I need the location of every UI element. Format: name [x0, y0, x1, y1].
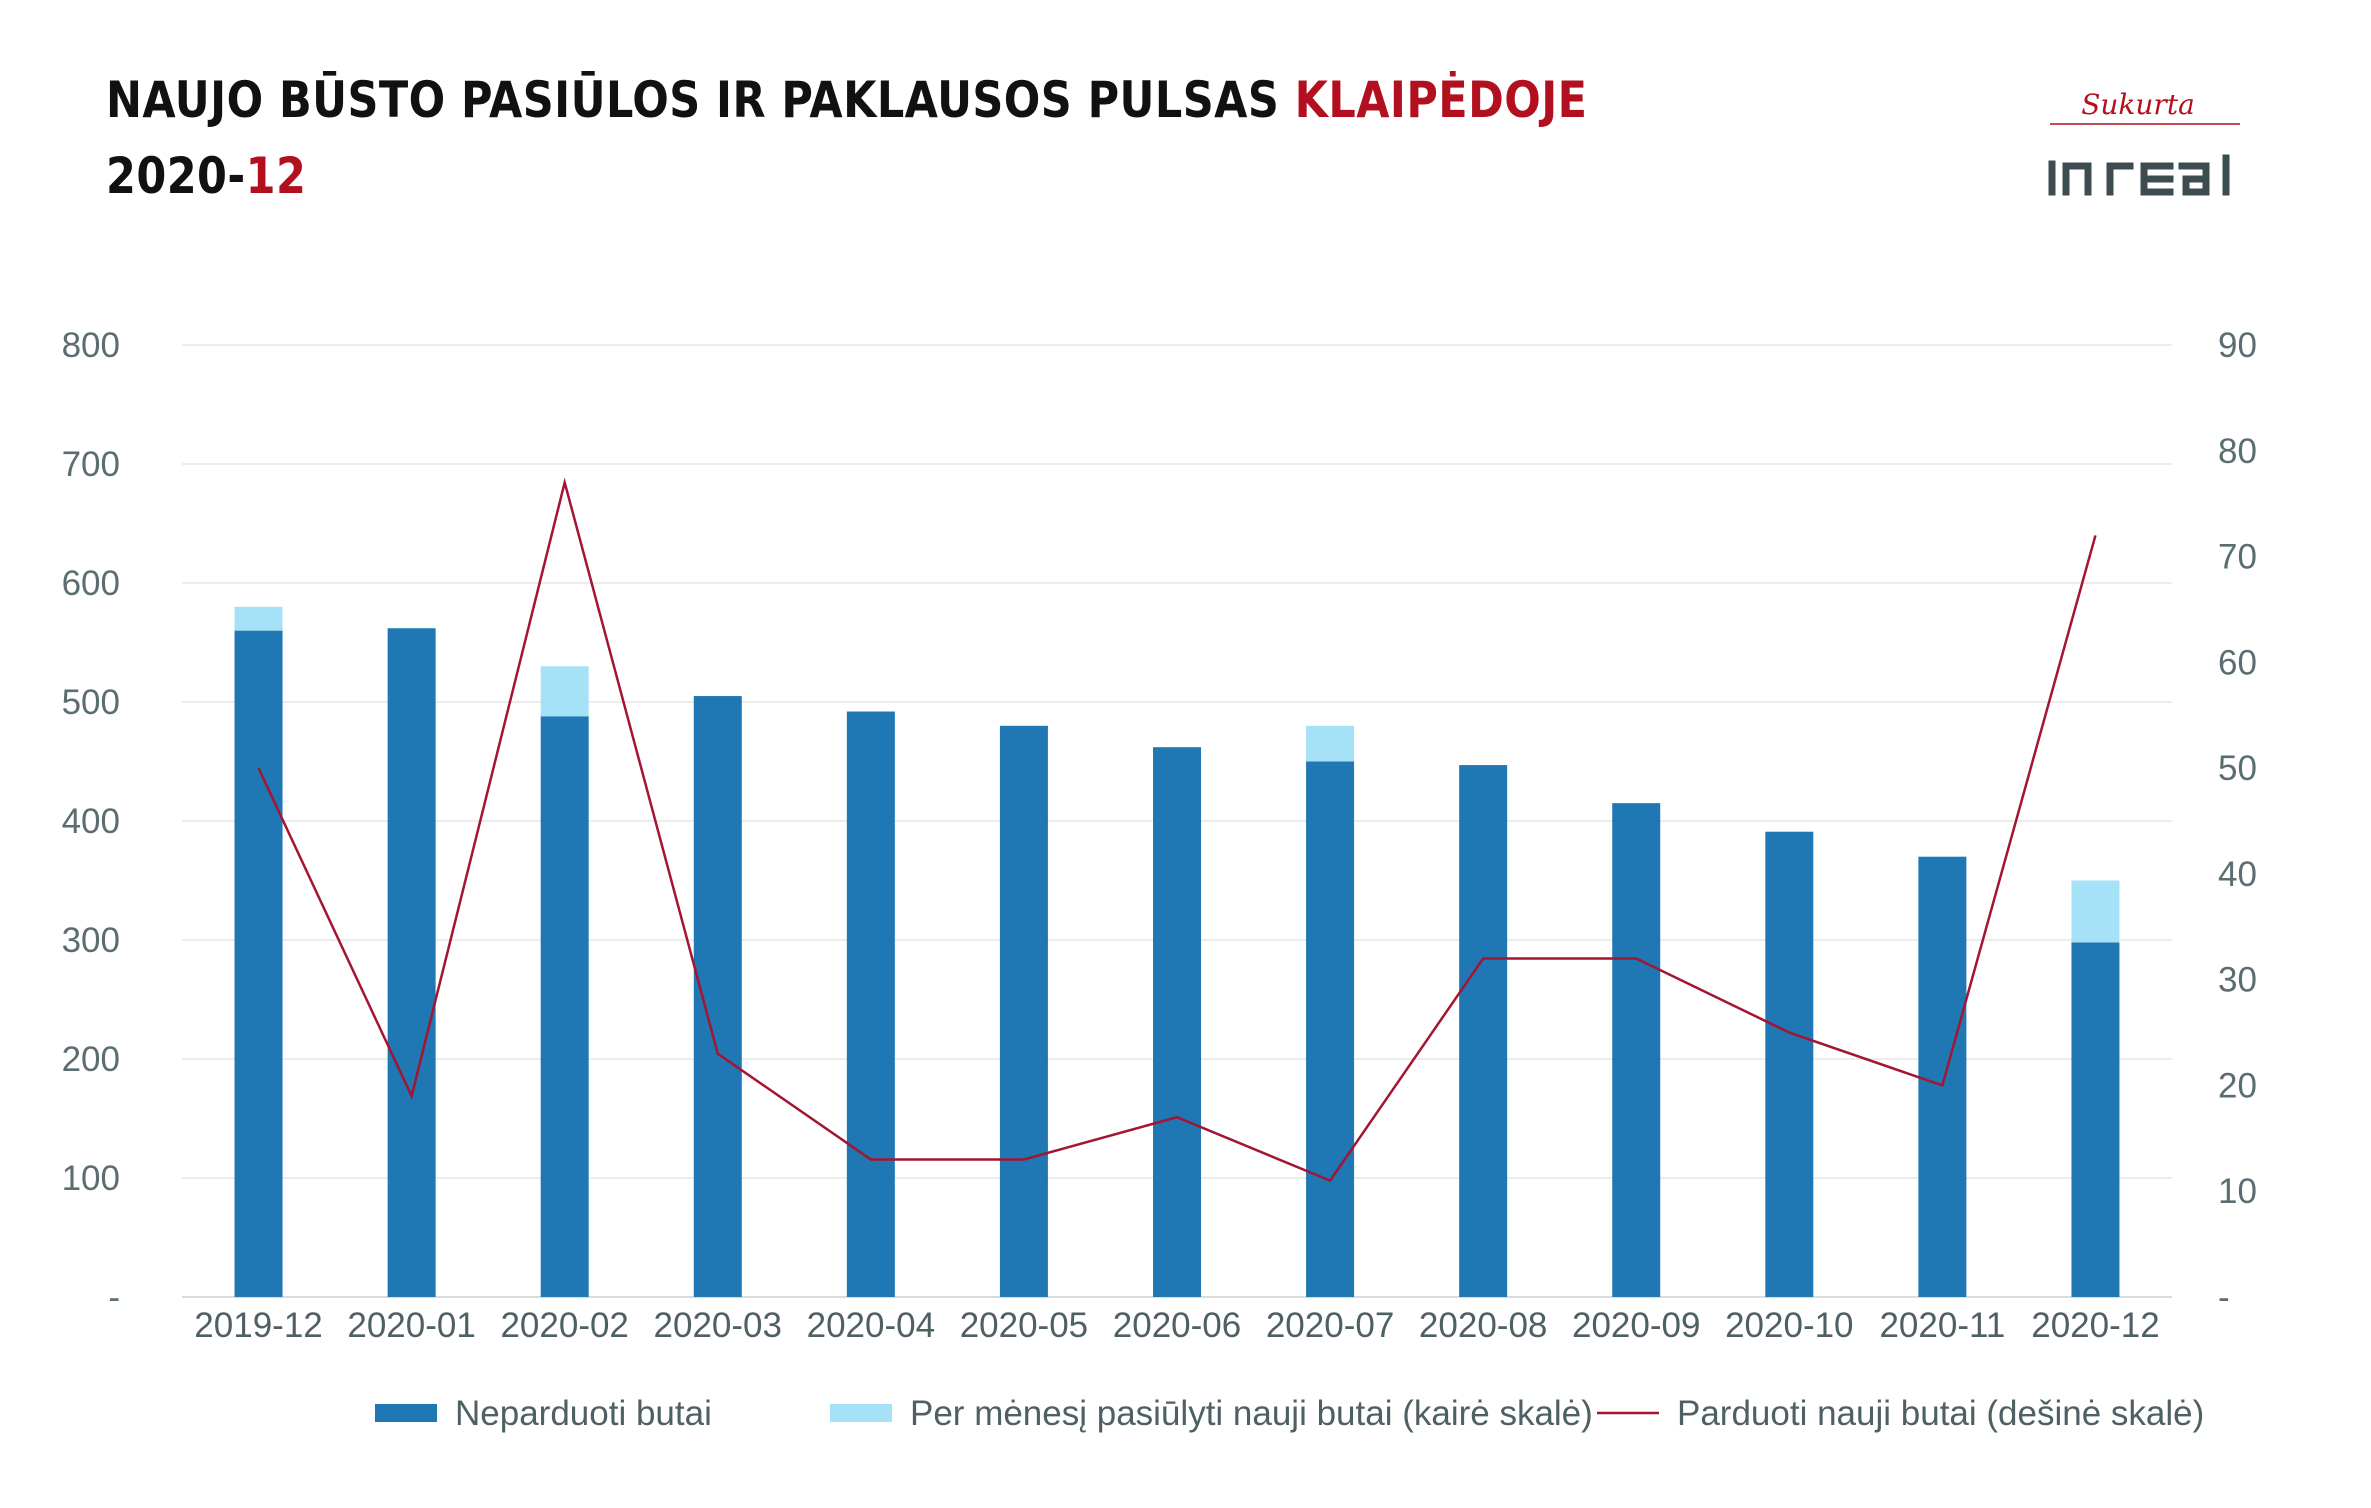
right-tick-label: 10: [2218, 1172, 2257, 1211]
title-year: 2020-: [106, 147, 246, 205]
left-tick-label: 400: [62, 802, 120, 841]
title-line-2: 2020-12: [106, 138, 1587, 214]
left-tick-label: 300: [62, 921, 120, 960]
left-tick-label: 100: [62, 1159, 120, 1198]
sold-line-layer: [257, 477, 2097, 1183]
bar-unsold: [1918, 856, 1967, 1297]
right-axis-ticks: - 10 20 30 40 50 60 70 80 90: [2218, 326, 2257, 1317]
bar-unsold: [1765, 831, 1814, 1297]
legend-sold-label: Parduoti nauji butai (dešinė skalė): [1677, 1394, 2204, 1433]
legend-offered-swatch: [830, 1404, 892, 1422]
right-tick-label: 60: [2218, 643, 2257, 682]
x-tick-label: 2020-09: [1572, 1306, 1700, 1345]
bar-unsold: [234, 630, 283, 1297]
x-tick-label: 2020-10: [1725, 1306, 1853, 1345]
bars: [234, 606, 2120, 1297]
right-tick-label: 70: [2218, 538, 2257, 577]
right-tick-label: 50: [2218, 749, 2257, 788]
x-tick-label: 2020-08: [1419, 1306, 1547, 1345]
right-tick-label: 30: [2218, 961, 2257, 1000]
bar-unsold: [387, 628, 436, 1297]
right-tick-label: 80: [2218, 432, 2257, 471]
title-month: 12: [245, 147, 307, 205]
left-tick-label: 600: [62, 564, 120, 603]
bar-unsold: [1459, 765, 1508, 1297]
left-axis-ticks: - 100 200 300 400 500 600 700 800: [62, 326, 120, 1317]
bar-unsold: [2071, 942, 2120, 1297]
logo-sukurta-text: Sukurta: [2081, 88, 2195, 121]
legend-unsold-label: Neparduoti butai: [455, 1394, 712, 1433]
x-tick-label: 2020-12: [2031, 1306, 2159, 1345]
left-tick-label: 200: [62, 1040, 120, 1079]
right-tick-label: 40: [2218, 855, 2257, 894]
chart-title: NAUJO BŪSTO PASIŪLOS IR PAKLAUSOS PULSAS…: [106, 62, 1587, 214]
right-tick-label: -: [2218, 1278, 2230, 1317]
left-tick-label: 500: [62, 683, 120, 722]
title-main: NAUJO BŪSTO PASIŪLOS IR PAKLAUSOS PULSAS: [106, 71, 1295, 129]
x-tick-label: 2020-11: [1879, 1306, 2005, 1345]
left-tick-label: 800: [62, 326, 120, 365]
x-tick-label: 2020-02: [500, 1306, 628, 1345]
bar-unsold: [1306, 761, 1355, 1297]
title-line-1: NAUJO BŪSTO PASIŪLOS IR PAKLAUSOS PULSAS…: [106, 62, 1587, 138]
logo-brand-mark: [2048, 154, 2230, 196]
x-axis-ticks: 2019-12 2020-01 2020-02 2020-03 2020-04 2020-…: [194, 1306, 2159, 1345]
bar-offered: [1306, 725, 1355, 762]
bar-unsold: [1612, 803, 1661, 1297]
bar-unsold: [540, 716, 589, 1297]
bar-unsold: [693, 696, 742, 1297]
x-tick-label: 2020-03: [654, 1306, 782, 1345]
bar-unsold: [846, 711, 895, 1297]
legend-unsold-swatch: [375, 1404, 437, 1422]
title-city: KLAIPĖDOJE: [1294, 71, 1588, 129]
x-tick-label: 2020-06: [1113, 1306, 1241, 1345]
x-tick-label: 2019-12: [194, 1306, 322, 1345]
x-tick-label: 2020-07: [1266, 1306, 1394, 1345]
bar-unsold: [1153, 747, 1201, 1297]
sold-line: [257, 477, 2097, 1183]
right-tick-label: 90: [2218, 326, 2257, 365]
bar-offered: [2071, 880, 2120, 943]
left-tick-label: -: [108, 1278, 120, 1317]
legend: Neparduoti butai Per mėnesį pasiūlyti nau…: [375, 1394, 2204, 1433]
legend-offered-label: Per mėnesį pasiūlyti nauji butai (kairė …: [910, 1394, 1593, 1433]
bar-offered: [234, 606, 283, 631]
bar-offered: [540, 666, 589, 717]
right-tick-label: 20: [2218, 1066, 2257, 1105]
x-tick-label: 2020-05: [960, 1306, 1088, 1345]
x-tick-label: 2020-01: [347, 1306, 475, 1345]
inreal-logo: Sukurta: [2048, 88, 2240, 196]
x-tick-label: 2020-04: [807, 1306, 935, 1345]
left-tick-label: 700: [62, 445, 120, 484]
bar-unsold: [999, 725, 1048, 1297]
